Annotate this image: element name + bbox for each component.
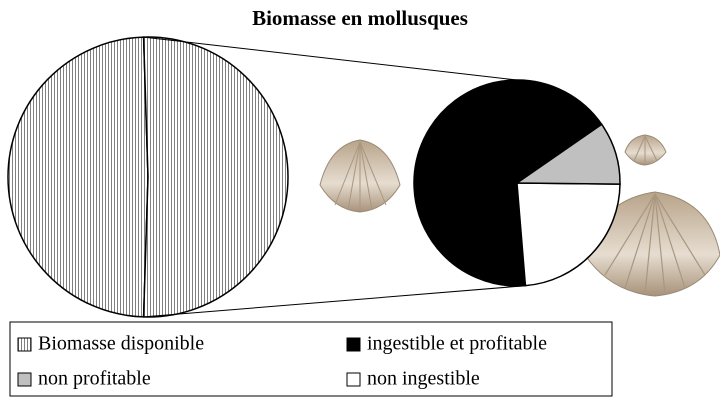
legend-swatch <box>17 372 32 387</box>
legend-label: non ingestible <box>367 368 480 390</box>
legend <box>9 321 613 397</box>
chart-title: Biomasse en mollusques <box>252 6 468 30</box>
pie-slice <box>413 79 603 287</box>
pie-slice <box>514 123 621 185</box>
connector <box>143 36 518 81</box>
shell <box>624 134 667 166</box>
legend-swatch <box>346 337 361 352</box>
connector <box>143 285 523 318</box>
pie-slice <box>7 36 149 318</box>
pie-slice <box>516 182 621 287</box>
legend-swatch <box>17 337 32 352</box>
legend-label: ingestible et profitable <box>367 333 547 355</box>
shell <box>319 139 401 213</box>
pie-slice <box>142 36 289 318</box>
legend-label: non profitable <box>38 368 151 390</box>
legend-swatch <box>346 372 361 387</box>
legend-label: Biomasse disponible <box>38 333 204 355</box>
